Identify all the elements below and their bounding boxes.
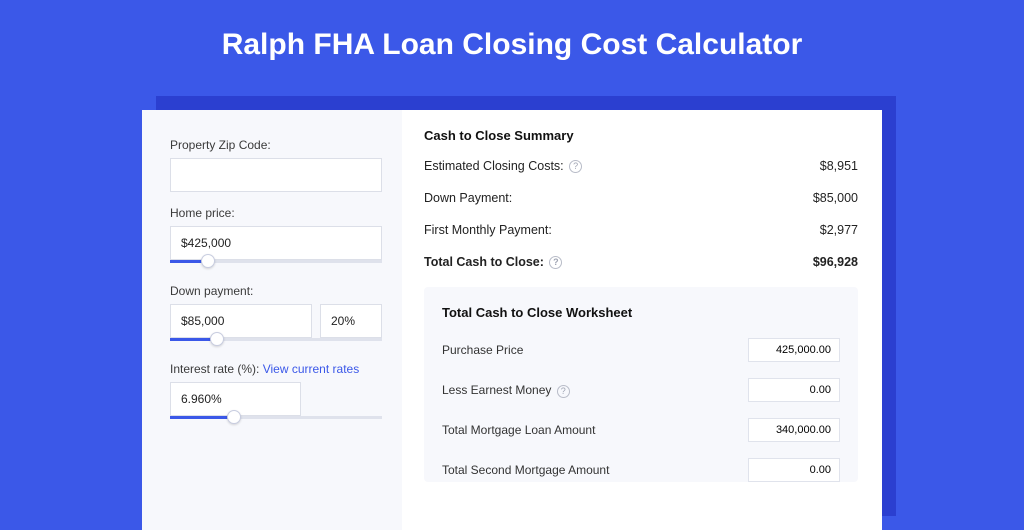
summary-title: Cash to Close Summary — [424, 128, 858, 143]
down-payment-slider[interactable] — [170, 336, 382, 348]
interest-rate-label: Interest rate (%): View current rates — [170, 362, 382, 376]
down-payment-field: Down payment: — [170, 284, 382, 348]
zip-input[interactable] — [170, 158, 382, 192]
worksheet-row-purchase-price: Purchase Price — [442, 338, 840, 362]
worksheet-row-mortgage-amount: Total Mortgage Loan Amount — [442, 418, 840, 442]
worksheet-label: Purchase Price — [442, 343, 523, 357]
worksheet-value-input[interactable] — [748, 338, 840, 362]
worksheet-row-earnest-money: Less Earnest Money ? — [442, 378, 840, 402]
worksheet-panel: Total Cash to Close Worksheet Purchase P… — [424, 287, 858, 482]
home-price-label: Home price: — [170, 206, 382, 220]
calculator-panel: Property Zip Code: Home price: Down paym… — [142, 110, 882, 530]
summary-label: First Monthly Payment: — [424, 223, 552, 237]
summary-total-label: Total Cash to Close: — [424, 255, 544, 269]
worksheet-label: Total Mortgage Loan Amount — [442, 423, 595, 437]
page-title: Ralph FHA Loan Closing Cost Calculator — [0, 0, 1024, 86]
summary-row-total: Total Cash to Close: ? $96,928 — [424, 255, 858, 269]
worksheet-value-input[interactable] — [748, 458, 840, 482]
summary-label: Estimated Closing Costs: — [424, 159, 564, 173]
home-price-field: Home price: — [170, 206, 382, 270]
interest-rate-slider[interactable] — [170, 414, 382, 426]
help-icon[interactable]: ? — [569, 160, 582, 173]
down-payment-input[interactable] — [170, 304, 312, 338]
worksheet-title: Total Cash to Close Worksheet — [442, 305, 840, 320]
zip-field: Property Zip Code: — [170, 138, 382, 192]
slider-thumb[interactable] — [227, 410, 241, 424]
worksheet-label: Total Second Mortgage Amount — [442, 463, 609, 477]
summary-row-closing-costs: Estimated Closing Costs: ? $8,951 — [424, 159, 858, 173]
summary-total-value: $96,928 — [813, 255, 858, 269]
inputs-column: Property Zip Code: Home price: Down paym… — [142, 110, 402, 530]
slider-fill — [170, 416, 234, 419]
worksheet-value-input[interactable] — [748, 418, 840, 442]
help-icon[interactable]: ? — [557, 385, 570, 398]
home-price-slider[interactable] — [170, 258, 382, 270]
worksheet-row-second-mortgage: Total Second Mortgage Amount — [442, 458, 840, 482]
worksheet-label: Less Earnest Money — [442, 383, 551, 397]
help-icon[interactable]: ? — [549, 256, 562, 269]
view-rates-link[interactable]: View current rates — [263, 362, 360, 376]
summary-value: $8,951 — [820, 159, 858, 173]
interest-rate-field: Interest rate (%): View current rates — [170, 362, 382, 426]
summary-row-first-payment: First Monthly Payment: $2,977 — [424, 223, 858, 237]
down-payment-label: Down payment: — [170, 284, 382, 298]
summary-row-down-payment: Down Payment: $85,000 — [424, 191, 858, 205]
home-price-input[interactable] — [170, 226, 382, 260]
down-payment-pct-input[interactable] — [320, 304, 382, 338]
results-column: Cash to Close Summary Estimated Closing … — [402, 110, 882, 530]
interest-label-text: Interest rate (%): — [170, 362, 259, 376]
summary-value: $85,000 — [813, 191, 858, 205]
slider-thumb[interactable] — [210, 332, 224, 346]
summary-value: $2,977 — [820, 223, 858, 237]
slider-thumb[interactable] — [201, 254, 215, 268]
summary-label: Down Payment: — [424, 191, 512, 205]
zip-label: Property Zip Code: — [170, 138, 382, 152]
worksheet-value-input[interactable] — [748, 378, 840, 402]
